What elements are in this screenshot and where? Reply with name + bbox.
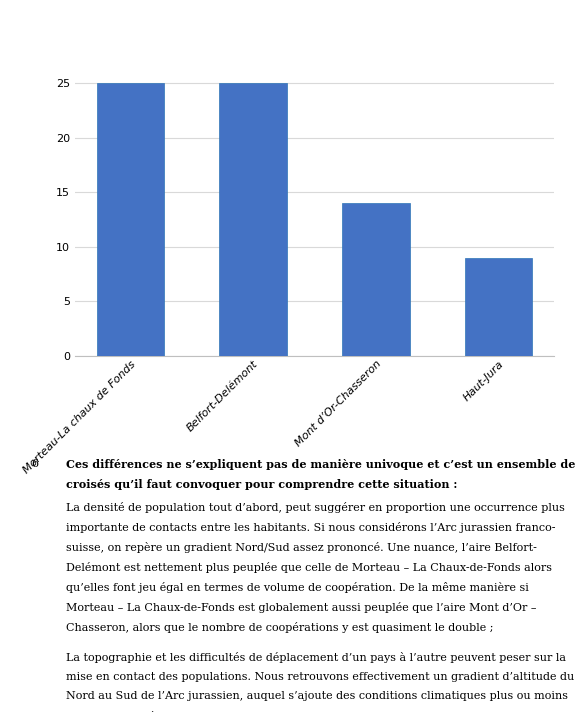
Text: croisés qu’il faut convoquer pour comprendre cette situation :: croisés qu’il faut convoquer pour compre… — [66, 479, 458, 490]
Bar — [464, 258, 532, 356]
Text: La topographie et les difficultés de déplacement d’un pays à l’autre peuvent pes: La topographie et les difficultés de dép… — [66, 651, 567, 663]
Text: importante de contacts entre les habitants. Si nous considérons l’Arc jurassien : importante de contacts entre les habitan… — [66, 522, 556, 533]
Bar — [97, 83, 164, 356]
Text: Morteau – La Chaux-de-Fonds est globalement aussi peuplée que l’aire Mont d’Or –: Morteau – La Chaux-de-Fonds est globalem… — [66, 602, 537, 613]
Bar — [219, 83, 287, 356]
Text: Ces différences ne s’expliquent pas de manière univoque et c’est un ensemble de : Ces différences ne s’expliquent pas de m… — [66, 459, 577, 470]
Text: Delémont est nettement plus peuplée que celle de Morteau – La Chaux-de-Fonds alo: Delémont est nettement plus peuplée que … — [66, 562, 552, 573]
Text: La densité de population tout d’abord, peut suggérer en proportion une occurrenc: La densité de population tout d’abord, p… — [66, 502, 565, 513]
Text: qu’elles font jeu égal en termes de volume de coopération. De la même manière si: qu’elles font jeu égal en termes de volu… — [66, 582, 529, 593]
Bar — [342, 203, 410, 356]
Text: mise en contact des populations. Nous retrouvons effectivement un gradient d’alt: mise en contact des populations. Nous re… — [66, 671, 575, 681]
Text: suisse, on repère un gradient Nord/Sud assez prononcé. Une nuance, l’aire Belfor: suisse, on repère un gradient Nord/Sud a… — [66, 542, 537, 553]
Text: 6: 6 — [32, 459, 39, 469]
Text: Chasseron, alors que le nombre de coopérations y est quasiment le double ;: Chasseron, alors que le nombre de coopér… — [66, 622, 494, 633]
Text: Nord au Sud de l’Arc jurassien, auquel s’ajoute des conditions climatiques plus : Nord au Sud de l’Arc jurassien, auquel s… — [66, 691, 568, 701]
